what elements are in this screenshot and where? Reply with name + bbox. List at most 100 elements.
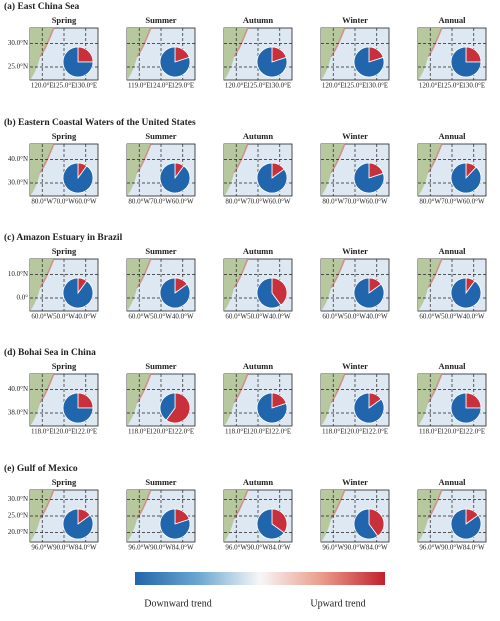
row-title: (d) Bohai Sea in China: [4, 347, 96, 358]
season-label: Spring: [52, 477, 77, 487]
coastal-signal: [39, 373, 55, 404]
y-tick-label: 10.0°N: [8, 270, 28, 278]
x-tick-label: 60.0°W: [269, 198, 291, 206]
colorbar-high-label: Upward trend: [310, 598, 365, 609]
x-tick-label: 40.0°W: [269, 313, 291, 321]
pie-downward: [62, 392, 94, 424]
x-tick-label: 84.0°W: [269, 544, 291, 552]
pie-downward: [256, 277, 282, 309]
x-tick-label: 124.0°E: [150, 82, 173, 90]
row-title: (c) Amazon Estuary in Brazil: [4, 232, 123, 243]
x-tick-label: 122.0°E: [268, 428, 291, 436]
x-tick-label: 80.0°W: [322, 198, 344, 206]
coastal-signal: [427, 27, 443, 58]
row-title: (b) Eastern Coastal Waters of the United…: [4, 117, 196, 128]
pie-downward: [256, 392, 288, 424]
x-tick-label: 120.0°E: [419, 82, 442, 90]
coastal-signal: [427, 143, 443, 174]
y-tick-label: 40.0°N: [8, 385, 28, 393]
season-label: Winter: [342, 477, 368, 487]
x-tick-label: 120.0°E: [53, 428, 76, 436]
pie-downward: [256, 508, 285, 540]
x-tick-label: 96.0°W: [128, 544, 150, 552]
coastal-signal: [39, 258, 55, 289]
season-label: Winter: [342, 361, 368, 371]
coastal-signal: [427, 258, 443, 289]
x-tick-label: 119.0°E: [128, 82, 151, 90]
x-tick-label: 90.0°W: [53, 544, 75, 552]
x-tick-label: 90.0°W: [441, 544, 463, 552]
x-tick-label: 40.0°W: [366, 313, 388, 321]
coastal-signal: [136, 143, 152, 174]
x-tick-label: 122.0°E: [74, 428, 97, 436]
coastal-signal: [330, 258, 346, 289]
x-tick-label: 122.0°E: [365, 428, 388, 436]
coastal-signal: [330, 27, 346, 58]
x-tick-label: 84.0°W: [75, 544, 97, 552]
season-label: Autumn: [243, 361, 274, 371]
coastal-signal: [233, 258, 249, 289]
y-tick-label: 30.0°N: [8, 179, 28, 187]
season-label: Summer: [145, 15, 176, 25]
x-tick-label: 125.0°E: [247, 82, 270, 90]
pie-downward: [62, 46, 94, 78]
x-tick-label: 60.0°W: [172, 198, 194, 206]
coastal-signal: [136, 489, 152, 520]
season-label: Annual: [439, 477, 467, 487]
x-tick-label: 70.0°W: [150, 198, 172, 206]
pie-downward: [450, 277, 482, 309]
y-tick-label: 40.0°N: [8, 155, 28, 163]
season-label: Summer: [145, 246, 176, 256]
coastal-signal: [39, 27, 55, 58]
coastal-signal: [39, 489, 55, 520]
pie-upward: [165, 392, 191, 424]
season-label: Spring: [52, 15, 77, 25]
season-label: Autumn: [243, 246, 274, 256]
season-label: Autumn: [243, 131, 274, 141]
coastal-signal: [136, 373, 152, 404]
x-tick-label: 122.0°E: [171, 428, 194, 436]
x-tick-label: 122.0°E: [462, 428, 485, 436]
season-label: Annual: [439, 361, 467, 371]
pie-downward: [62, 508, 94, 540]
pie-downward: [353, 392, 385, 424]
x-tick-label: 118.0°E: [322, 428, 345, 436]
x-tick-label: 50.0°W: [247, 313, 269, 321]
x-tick-label: 80.0°W: [31, 198, 53, 206]
coastal-signal: [330, 143, 346, 174]
coastal-signal: [136, 27, 152, 58]
x-tick-label: 120.0°E: [31, 82, 54, 90]
x-tick-label: 60.0°W: [419, 313, 441, 321]
pie-downward: [256, 162, 288, 194]
x-tick-label: 84.0°W: [463, 544, 485, 552]
season-label: Annual: [439, 131, 467, 141]
pie-upward: [271, 277, 288, 306]
pie-downward: [353, 277, 385, 309]
x-tick-label: 90.0°W: [150, 544, 172, 552]
season-label: Annual: [439, 15, 467, 25]
x-tick-label: 60.0°W: [322, 313, 344, 321]
x-tick-label: 96.0°W: [419, 544, 441, 552]
pie-downward: [353, 46, 385, 78]
x-tick-label: 60.0°W: [225, 313, 247, 321]
pie-downward: [450, 392, 482, 424]
x-tick-label: 50.0°W: [150, 313, 172, 321]
x-tick-label: 90.0°W: [247, 544, 269, 552]
x-tick-label: 125.0°E: [53, 82, 76, 90]
x-tick-label: 70.0°W: [247, 198, 269, 206]
x-tick-label: 125.0°E: [344, 82, 367, 90]
x-tick-label: 60.0°W: [463, 198, 485, 206]
x-tick-label: 70.0°W: [441, 198, 463, 206]
x-tick-label: 40.0°W: [463, 313, 485, 321]
y-tick-label: 20.0°N: [8, 528, 28, 536]
x-tick-label: 70.0°W: [53, 198, 75, 206]
pie-upward: [368, 508, 385, 537]
x-tick-label: 90.0°W: [344, 544, 366, 552]
x-tick-label: 50.0°W: [344, 313, 366, 321]
x-tick-label: 120.0°E: [150, 428, 173, 436]
x-tick-label: 70.0°W: [344, 198, 366, 206]
coastal-signal: [233, 373, 249, 404]
pie-downward: [159, 162, 191, 194]
y-tick-label: 30.0°N: [8, 495, 28, 503]
coastal-signal: [427, 373, 443, 404]
